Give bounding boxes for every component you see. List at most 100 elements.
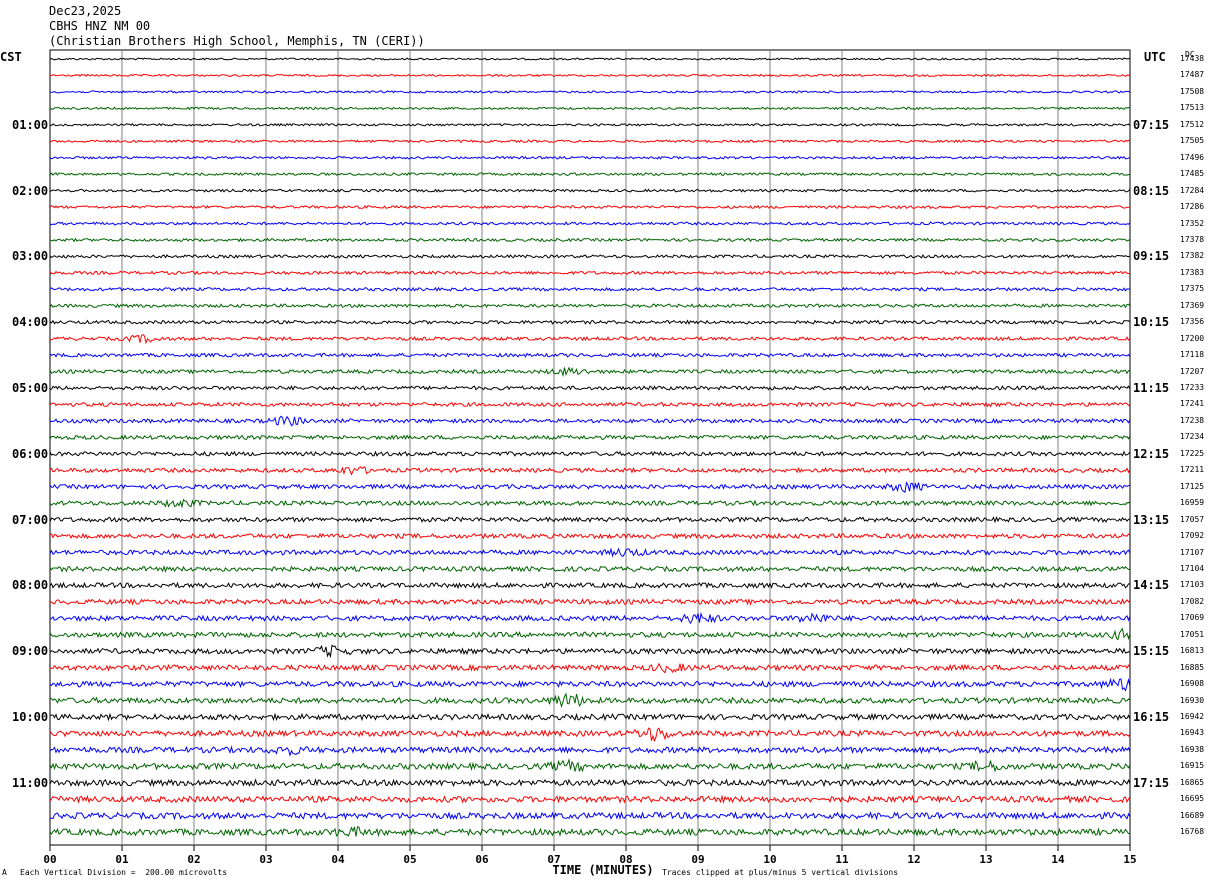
trace-row-14 <box>49 286 1131 292</box>
dc-offset-value: 17107 <box>1180 547 1205 557</box>
trace-row-8 <box>49 188 1131 193</box>
trace-row-23 <box>49 434 1131 441</box>
x-tick-label: 00 <box>43 853 57 866</box>
x-tick-label: 11 <box>835 853 849 866</box>
right-hour-label: 11:15 <box>1133 381 1170 395</box>
right-hour-label: 17:15 <box>1133 775 1170 790</box>
left-hour-label: 05:00 <box>12 381 49 395</box>
dc-header: DC <box>1185 50 1195 59</box>
trace-row-39 <box>49 692 1131 709</box>
dc-offset-value: 16689 <box>1180 810 1205 820</box>
dc-offset-value: 17092 <box>1180 531 1205 541</box>
dc-offset-value: 17513 <box>1180 103 1205 113</box>
x-axis-title: TIME (MINUTES) <box>552 863 654 877</box>
dc-offset-value: 17238 <box>1180 415 1205 425</box>
trace-row-36 <box>49 644 1131 659</box>
trace-row-47 <box>49 826 1131 838</box>
dc-offset-value: 17118 <box>1180 350 1205 360</box>
dc-offset-value: 17211 <box>1180 465 1205 475</box>
dc-offset-value: 17103 <box>1180 580 1205 590</box>
trace-row-44 <box>49 778 1131 788</box>
trace-row-9 <box>49 204 1131 210</box>
trace-row-15 <box>49 303 1131 309</box>
dc-offset-value: 16885 <box>1180 662 1205 672</box>
dc-offset-value: 16942 <box>1180 712 1205 721</box>
trace-row-26 <box>49 481 1131 494</box>
dc-offset-value: 17200 <box>1180 333 1205 343</box>
corner-mark: A <box>2 868 7 877</box>
left-hour-label: 10:00 <box>12 710 49 724</box>
left-hour-label: 09:00 <box>12 644 49 659</box>
x-tick-label: 12 <box>907 853 921 866</box>
trace-row-28 <box>49 515 1131 524</box>
trace-row-18 <box>49 352 1131 358</box>
station-location: (Christian Brothers High School, Memphis… <box>49 34 425 48</box>
left-hour-label: 07:00 <box>12 512 49 527</box>
right-hour-label: 15:15 <box>1133 644 1170 659</box>
trace-row-13 <box>49 270 1131 276</box>
trace-row-16 <box>49 319 1131 325</box>
x-tick-label: 02 <box>187 853 201 866</box>
x-tick-label: 07 <box>547 853 561 866</box>
x-tick-label: 06 <box>475 853 489 866</box>
trace-row-27 <box>49 498 1131 509</box>
trace-row-11 <box>49 237 1131 243</box>
dc-offset-value: 17104 <box>1180 563 1205 573</box>
dc-offset-value: 16959 <box>1180 498 1205 508</box>
trace-row-20 <box>49 385 1131 391</box>
scale-note: Each Vertical Division = 200.00 microvol… <box>20 868 228 877</box>
left-hour-label: 11:00 <box>12 775 49 790</box>
dc-offset-value: 17225 <box>1180 448 1205 458</box>
trace-row-2 <box>49 90 1131 94</box>
plot-date: Dec23,2025 <box>49 4 122 18</box>
dc-offset-value: 17352 <box>1180 218 1205 228</box>
trace-row-0 <box>49 57 1131 61</box>
dc-offset-value: 17505 <box>1180 136 1205 146</box>
dc-offset-value: 16865 <box>1180 777 1205 787</box>
right-hour-label: 13:15 <box>1133 512 1170 527</box>
right-hour-label: 07:15 <box>1133 117 1170 132</box>
right-hour-label: 08:15 <box>1133 183 1170 198</box>
dc-offset-value: 16930 <box>1180 695 1205 705</box>
dc-offset-value: 17057 <box>1180 514 1205 524</box>
trace-row-29 <box>49 532 1131 540</box>
dc-offset-value: 17375 <box>1180 284 1205 294</box>
trace-row-22 <box>49 415 1131 427</box>
dc-offset-value: 17125 <box>1180 481 1205 491</box>
dc-offset-value: 16908 <box>1180 679 1205 689</box>
dc-offset-value: 17069 <box>1180 613 1205 623</box>
trace-row-37 <box>49 662 1131 674</box>
trace-row-25 <box>49 466 1131 476</box>
dc-offset-value: 17051 <box>1180 629 1205 639</box>
right-timezone-label: UTC <box>1144 50 1166 64</box>
x-tick-label: 03 <box>259 853 273 866</box>
x-tick-label: 15 <box>1123 853 1137 866</box>
dc-offset-value: 17438 <box>1180 54 1205 63</box>
dc-offset-value: 16813 <box>1180 646 1205 656</box>
dc-offset-value: 17496 <box>1180 152 1205 162</box>
x-tick-label: 13 <box>979 853 993 866</box>
trace-row-10 <box>49 221 1131 226</box>
dc-offset-value: 16915 <box>1180 761 1205 771</box>
trace-row-7 <box>49 172 1131 177</box>
dc-offset-value: 17378 <box>1180 234 1205 244</box>
trace-row-12 <box>49 253 1131 259</box>
right-hour-label: 12:15 <box>1133 446 1170 461</box>
trace-row-31 <box>49 565 1131 573</box>
trace-row-30 <box>49 547 1131 558</box>
trace-row-45 <box>49 794 1131 805</box>
trace-row-4 <box>49 122 1131 127</box>
dc-offset-value: 17383 <box>1180 267 1205 277</box>
clip-note: Traces clipped at plus/minus 5 vertical … <box>662 868 899 877</box>
trace-row-32 <box>49 581 1130 590</box>
dc-offset-value: 17512 <box>1180 119 1205 129</box>
trace-row-41 <box>49 727 1131 743</box>
right-hour-label: 10:15 <box>1133 315 1170 330</box>
dc-offset-value: 17234 <box>1180 432 1205 442</box>
left-hour-label: 08:00 <box>12 578 49 593</box>
right-hour-label: 16:15 <box>1133 710 1170 724</box>
trace-row-34 <box>49 611 1131 625</box>
trace-row-33 <box>49 597 1131 606</box>
trace-row-35 <box>49 627 1131 641</box>
